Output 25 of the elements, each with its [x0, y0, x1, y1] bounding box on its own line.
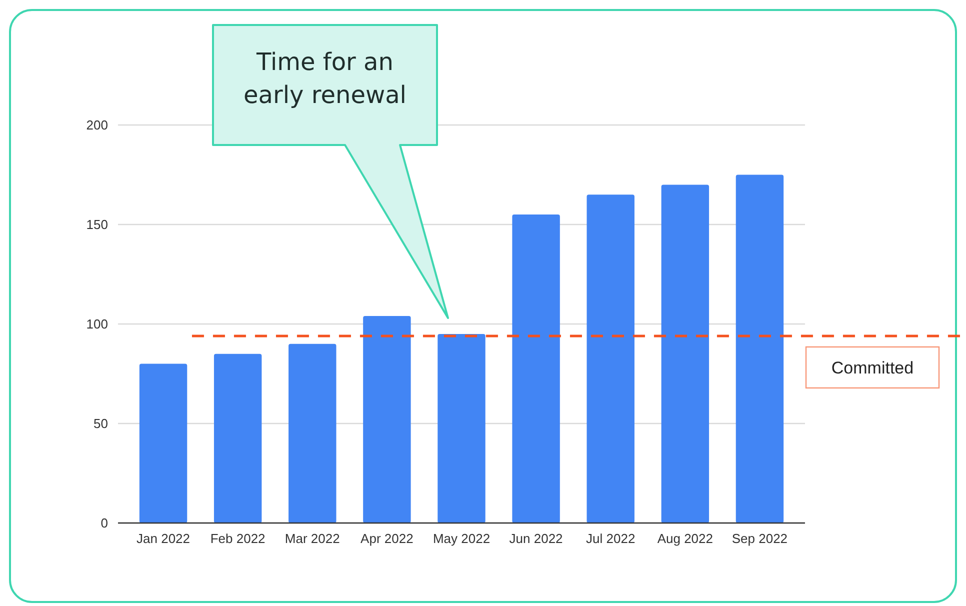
- bar: [512, 214, 560, 523]
- x-tick-label: Feb 2022: [210, 531, 266, 546]
- y-tick-label: 0: [100, 516, 108, 531]
- y-tick-label: 100: [86, 316, 108, 332]
- x-tick-label: Apr 2022: [360, 531, 414, 546]
- bar: [438, 334, 486, 523]
- y-tick-label: 50: [94, 416, 108, 432]
- x-tick-label: May 2022: [432, 531, 490, 546]
- text: Time for an early renewal: [244, 48, 406, 109]
- bar: [661, 184, 710, 523]
- x-tick-label: Jun 2022: [509, 531, 563, 546]
- x-tick-label: Mar 2022: [284, 531, 340, 546]
- bar: [586, 194, 634, 523]
- y-tick-label: 200: [86, 118, 108, 133]
- bar: [288, 344, 336, 523]
- y-tick-label: 150: [86, 217, 108, 232]
- bar: [214, 354, 262, 523]
- x-tick-label: Sep 2022: [732, 531, 788, 546]
- bar: [736, 174, 784, 523]
- bar: [139, 364, 188, 523]
- bar: [363, 316, 411, 523]
- x-tick-label: Aug 2022: [657, 531, 714, 546]
- x-tick-label: Jul 2022: [586, 531, 636, 546]
- ref-line-label: Committed: [831, 358, 914, 378]
- x-tick-label: Jan 2022: [136, 531, 190, 546]
